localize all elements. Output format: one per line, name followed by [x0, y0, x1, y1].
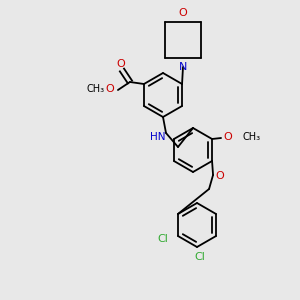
Text: CH₃: CH₃	[242, 132, 260, 142]
Text: Cl: Cl	[157, 234, 168, 244]
Text: O: O	[216, 171, 224, 181]
Text: O: O	[117, 59, 125, 69]
Text: O: O	[106, 84, 114, 94]
Text: HN: HN	[150, 132, 166, 142]
Text: Cl: Cl	[195, 252, 206, 262]
Text: CH₃: CH₃	[87, 84, 105, 94]
Text: N: N	[179, 62, 187, 72]
Text: O: O	[178, 8, 188, 18]
Text: O: O	[224, 132, 233, 142]
